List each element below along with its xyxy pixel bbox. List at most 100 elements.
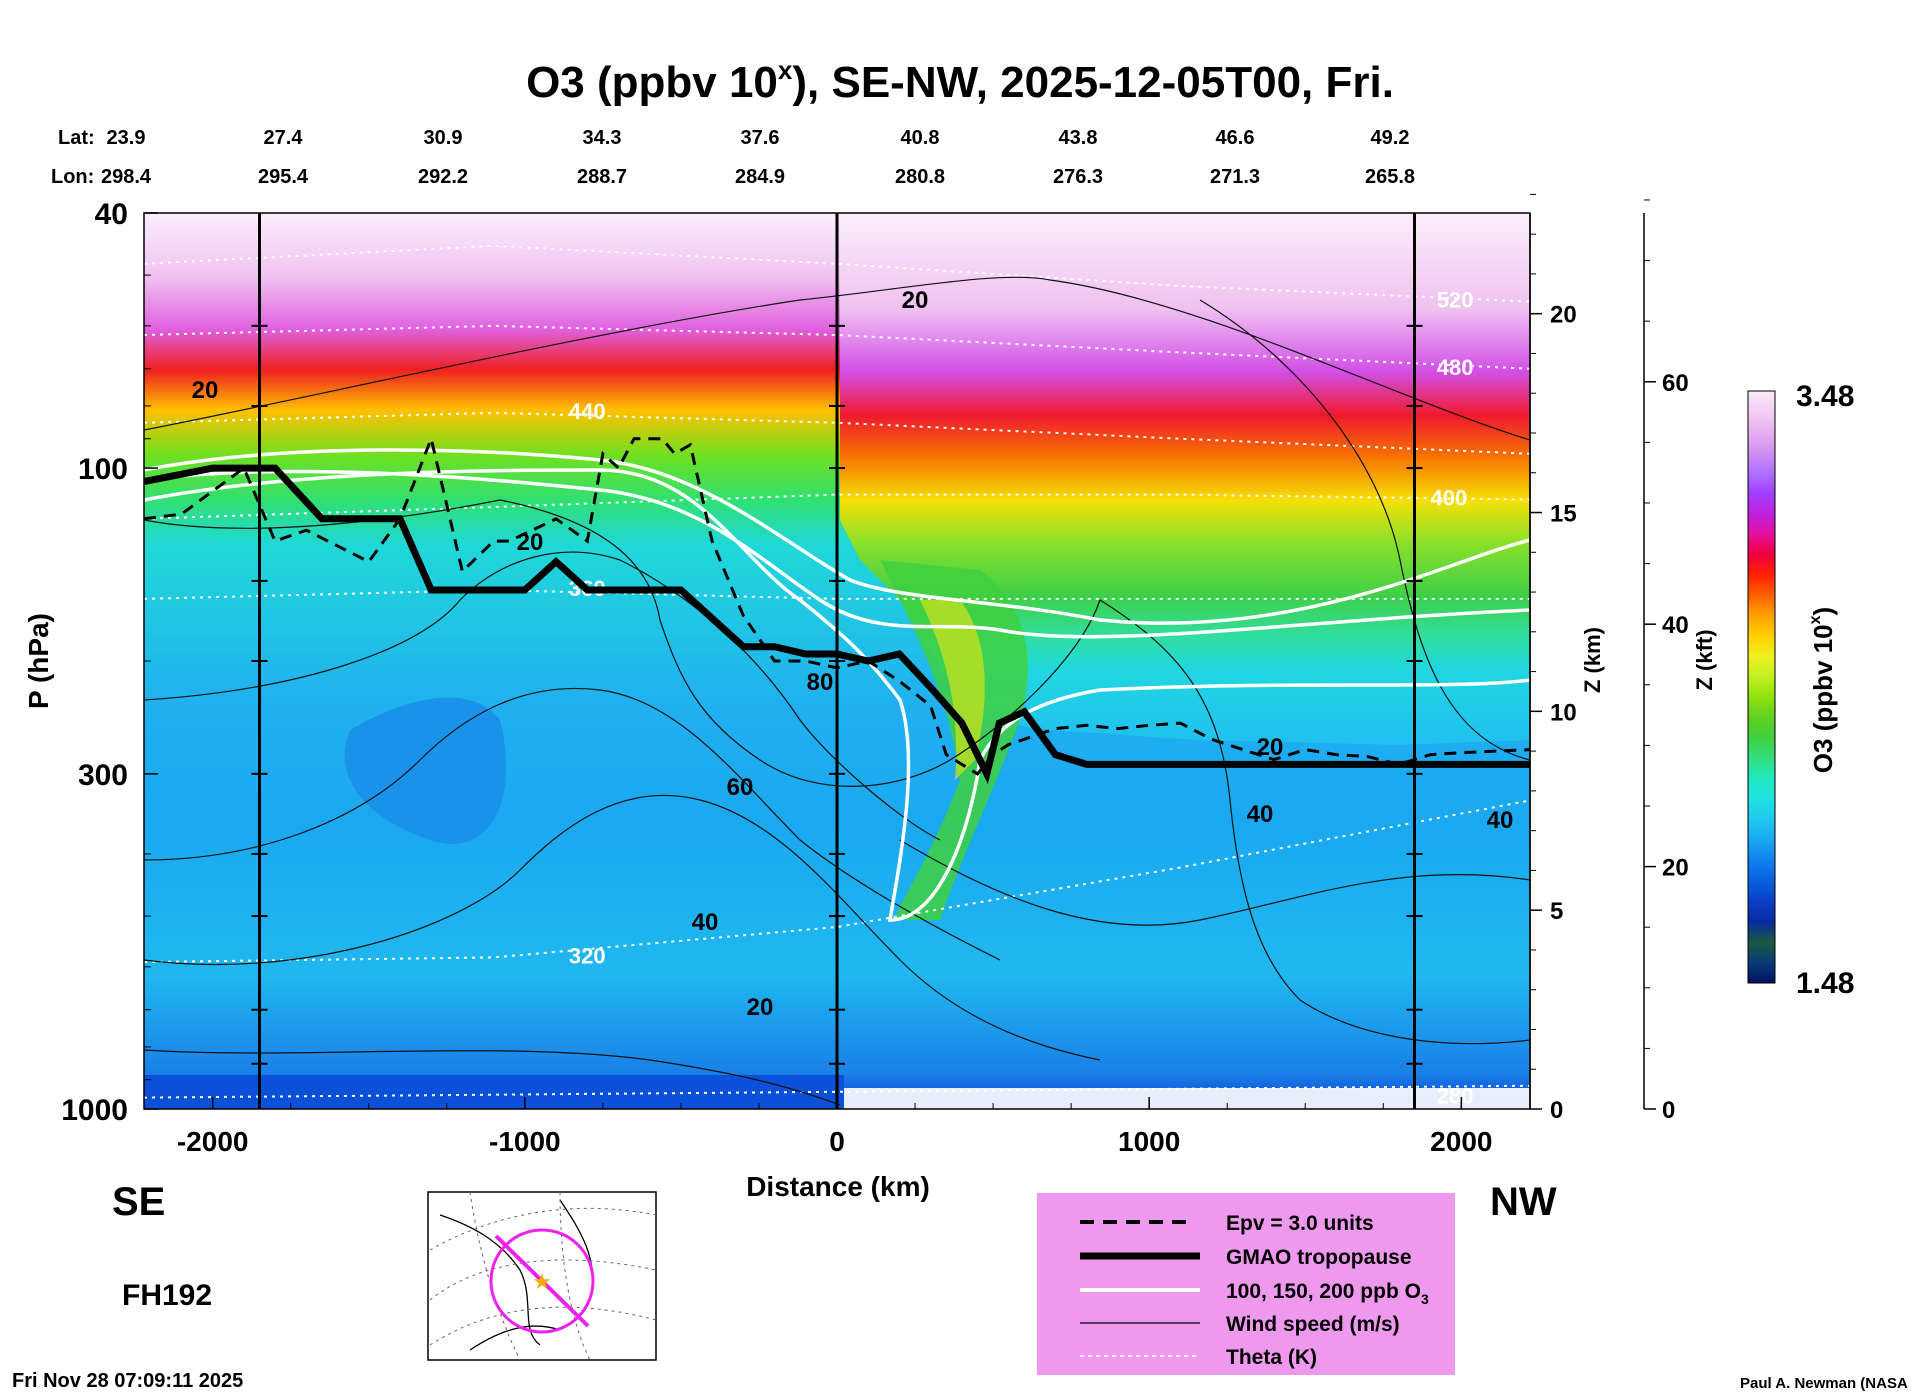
ozone-contour xyxy=(144,469,1530,639)
wind-label: 40 xyxy=(1247,801,1274,828)
theta-line xyxy=(144,588,1530,600)
colorbar-ramp xyxy=(1747,390,1776,984)
stratospheric-intrusion xyxy=(880,560,1028,920)
lon-value: 284.9 xyxy=(735,166,785,188)
wind-label: 20 xyxy=(192,377,219,404)
coord-rows: 23.9 298.4 27.4 295.4 30.9 292.2 34.3 288.7 37.6… xyxy=(101,127,1415,188)
theta-line xyxy=(144,1084,1530,1099)
legend-label-theta: Theta (K) xyxy=(1226,1346,1317,1369)
inset-map: ★ xyxy=(427,1191,657,1361)
z-kft-tick-label: 40 xyxy=(1662,612,1689,639)
x-tick-label: -1000 xyxy=(489,1126,561,1157)
theta-line xyxy=(144,493,1530,520)
x-tick-label: 2000 xyxy=(1430,1126,1492,1157)
z-km-tick-label: 0 xyxy=(1550,1097,1563,1124)
lat-value: 49.2 xyxy=(1371,127,1410,149)
z-kft-tick-label: 0 xyxy=(1662,1097,1675,1124)
ozone-contours xyxy=(144,448,1530,922)
lat-value: 40.8 xyxy=(901,127,940,149)
x-axis: -2000 -1000 0 1000 2000 xyxy=(177,1097,1492,1157)
lon-value: 298.4 xyxy=(101,166,152,188)
wind-label: 80 xyxy=(807,669,834,696)
lat-value: 30.9 xyxy=(424,127,463,149)
z-kft-label: Z (kft) xyxy=(1692,629,1717,690)
lat-value: 27.4 xyxy=(264,127,304,149)
theta-line xyxy=(144,799,1530,964)
lon-value: 280.8 xyxy=(895,166,945,188)
z-km-axis: 0 5 10 15 20 xyxy=(1529,193,1577,1124)
y-tick-label: 100 xyxy=(78,453,128,486)
colorbar-max: 3.48 xyxy=(1796,380,1854,413)
colorbar: 3.48 1.48 O3 (ppbv 10x) xyxy=(1747,380,1854,1000)
surface-mask xyxy=(844,1088,1530,1109)
y-axis: 40 100 300 1000 xyxy=(61,198,158,1127)
wind-label: 20 xyxy=(747,994,774,1021)
lat-value: 37.6 xyxy=(741,127,780,149)
y-tick-label: 1000 xyxy=(61,1094,128,1127)
lon-value: 265.8 xyxy=(1365,166,1415,188)
x-tick-label: 0 xyxy=(829,1126,845,1157)
x-tick-label: 1000 xyxy=(1118,1126,1180,1157)
theta-label: 520 xyxy=(1437,288,1474,313)
lat-label: Lat: xyxy=(58,127,95,149)
z-km-tick-label: 5 xyxy=(1550,898,1563,925)
ozone-contour xyxy=(144,448,1530,625)
ozone-contour xyxy=(144,468,1530,922)
wind-label: 40 xyxy=(1487,807,1514,834)
timestamp: Fri Nov 28 07:09:11 2025 xyxy=(12,1370,243,1392)
surface-low-ozone xyxy=(144,1075,844,1109)
theta-label: 440 xyxy=(569,399,606,424)
lat-value: 43.8 xyxy=(1059,127,1098,149)
inset-radius-circle xyxy=(489,1228,595,1334)
theta-label: 400 xyxy=(1430,486,1467,511)
wind-label: 20 xyxy=(517,529,544,556)
legend-label-epv: Epv = 3.0 units xyxy=(1226,1212,1374,1235)
lat-value: 23.9 xyxy=(107,127,146,149)
legend-label-o3: 100, 150, 200 ppb O3 xyxy=(1226,1280,1429,1307)
lat-value: 34.3 xyxy=(583,127,622,149)
colorbar-label: O3 (ppbv 10x) xyxy=(1807,607,1838,773)
lon-value: 288.7 xyxy=(577,166,627,188)
wind-label: 60 xyxy=(727,774,754,801)
inset-center-star-icon: ★ xyxy=(532,1269,552,1294)
wind-contour xyxy=(1099,599,1530,1045)
wind-label: 40 xyxy=(692,909,719,936)
theta-line xyxy=(144,411,1530,455)
lon-value: 292.2 xyxy=(418,166,468,188)
inset-section-line xyxy=(494,1234,590,1328)
lon-label: Lon: xyxy=(51,166,94,188)
wind-contour xyxy=(144,794,1101,1061)
forecast-hour: FH192 xyxy=(122,1279,212,1312)
vertical-lines xyxy=(251,213,1423,1109)
wind-contour xyxy=(144,276,1530,441)
wind-contour xyxy=(144,551,941,841)
direction-right: NW xyxy=(1490,1180,1557,1224)
z-kft-tick-label: 60 xyxy=(1662,370,1689,397)
y-tick-label: 300 xyxy=(78,759,128,792)
low-ozone-patch xyxy=(344,697,507,844)
chart-title: O3 (ppbv 10x), SE-NW, 2025-12-05T00, Fri… xyxy=(526,55,1394,107)
y-axis-label: P (hPa) xyxy=(23,613,54,709)
legend: Epv = 3.0 units GMAO tropopause 100, 150… xyxy=(1037,1193,1455,1375)
z-km-tick-label: 10 xyxy=(1550,699,1577,726)
direction-left: SE xyxy=(112,1180,165,1224)
z-kft-tick-label: 20 xyxy=(1662,855,1689,882)
lon-value: 271.3 xyxy=(1210,166,1260,188)
z-km-label: Z (km) xyxy=(1580,627,1605,693)
lon-value: 295.4 xyxy=(258,166,309,188)
lat-value: 46.6 xyxy=(1216,127,1255,149)
wind-contour xyxy=(144,1049,841,1106)
lon-value: 276.3 xyxy=(1053,166,1103,188)
legend-label-tropopause: GMAO tropopause xyxy=(1226,1246,1412,1269)
wind-contour xyxy=(144,687,1001,961)
colorbar-min: 1.48 xyxy=(1796,967,1854,1000)
z-kft-axis: 0 20 40 60 xyxy=(1643,199,1689,1124)
z-km-tick-label: 15 xyxy=(1550,501,1577,528)
y-tick-label: 40 xyxy=(95,198,128,231)
x-tick-label: -2000 xyxy=(177,1126,249,1157)
legend-label-wind: Wind speed (m/s) xyxy=(1226,1313,1400,1336)
